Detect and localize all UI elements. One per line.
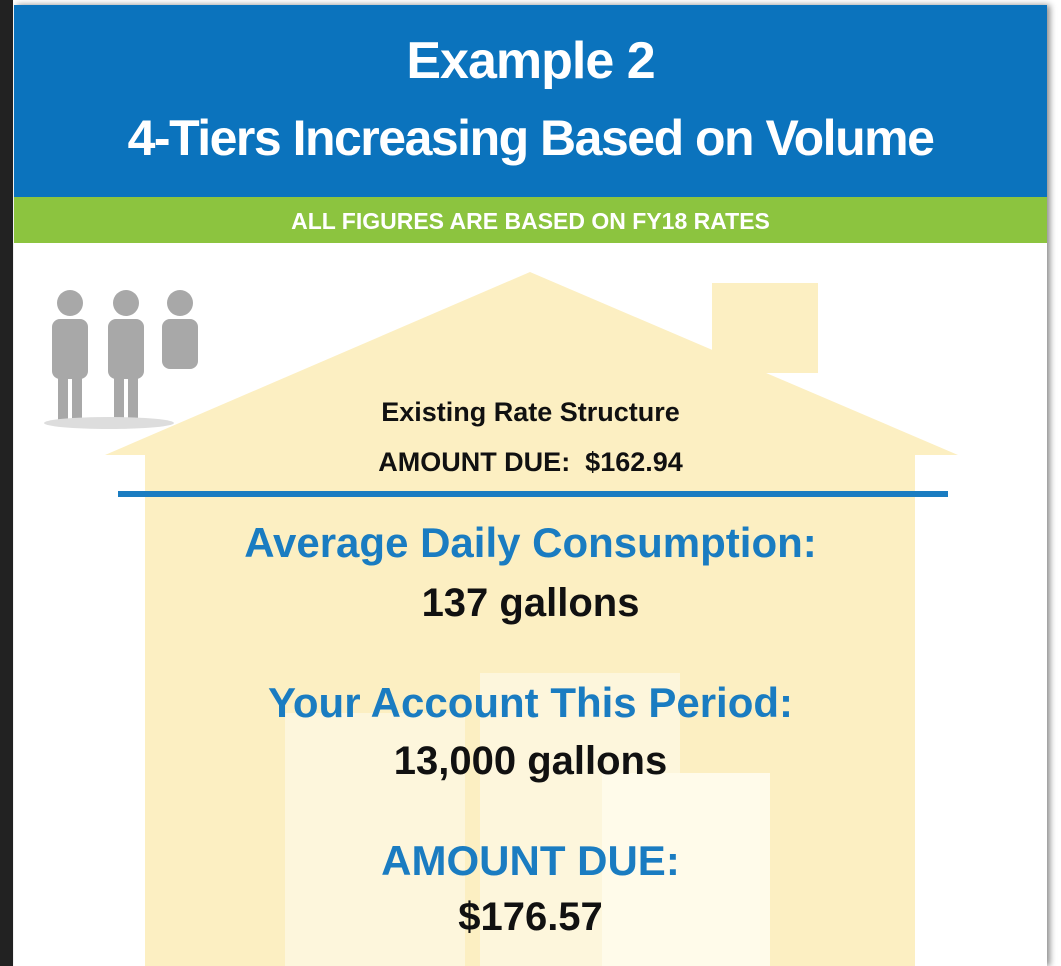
infographic: Example 2 4-Tiers Increasing Based on Vo… xyxy=(14,5,1047,966)
title-line1: Example 2 xyxy=(14,31,1047,91)
existing-label: Existing Rate Structure xyxy=(14,397,1047,428)
left-edge xyxy=(0,0,13,966)
banner: ALL FIGURES ARE BASED ON FY18 RATES xyxy=(14,197,1047,243)
average-value: 137 gallons xyxy=(14,581,1047,626)
title-line2: 4-Tiers Increasing Based on Volume xyxy=(14,109,1047,167)
amount-due-value: $176.57 xyxy=(14,895,1047,940)
amount-due-label: AMOUNT DUE: xyxy=(14,837,1047,885)
banner-text: ALL FIGURES ARE BASED ON FY18 RATES xyxy=(14,208,1047,235)
account-label: Your Account This Period: xyxy=(14,679,1047,727)
header: Example 2 4-Tiers Increasing Based on Vo… xyxy=(14,5,1047,197)
page: Example 2 4-Tiers Increasing Based on Vo… xyxy=(0,0,1061,966)
account-value: 13,000 gallons xyxy=(14,739,1047,784)
existing-amount: AMOUNT DUE: $162.94 xyxy=(14,447,1047,478)
average-label: Average Daily Consumption: xyxy=(14,519,1047,567)
